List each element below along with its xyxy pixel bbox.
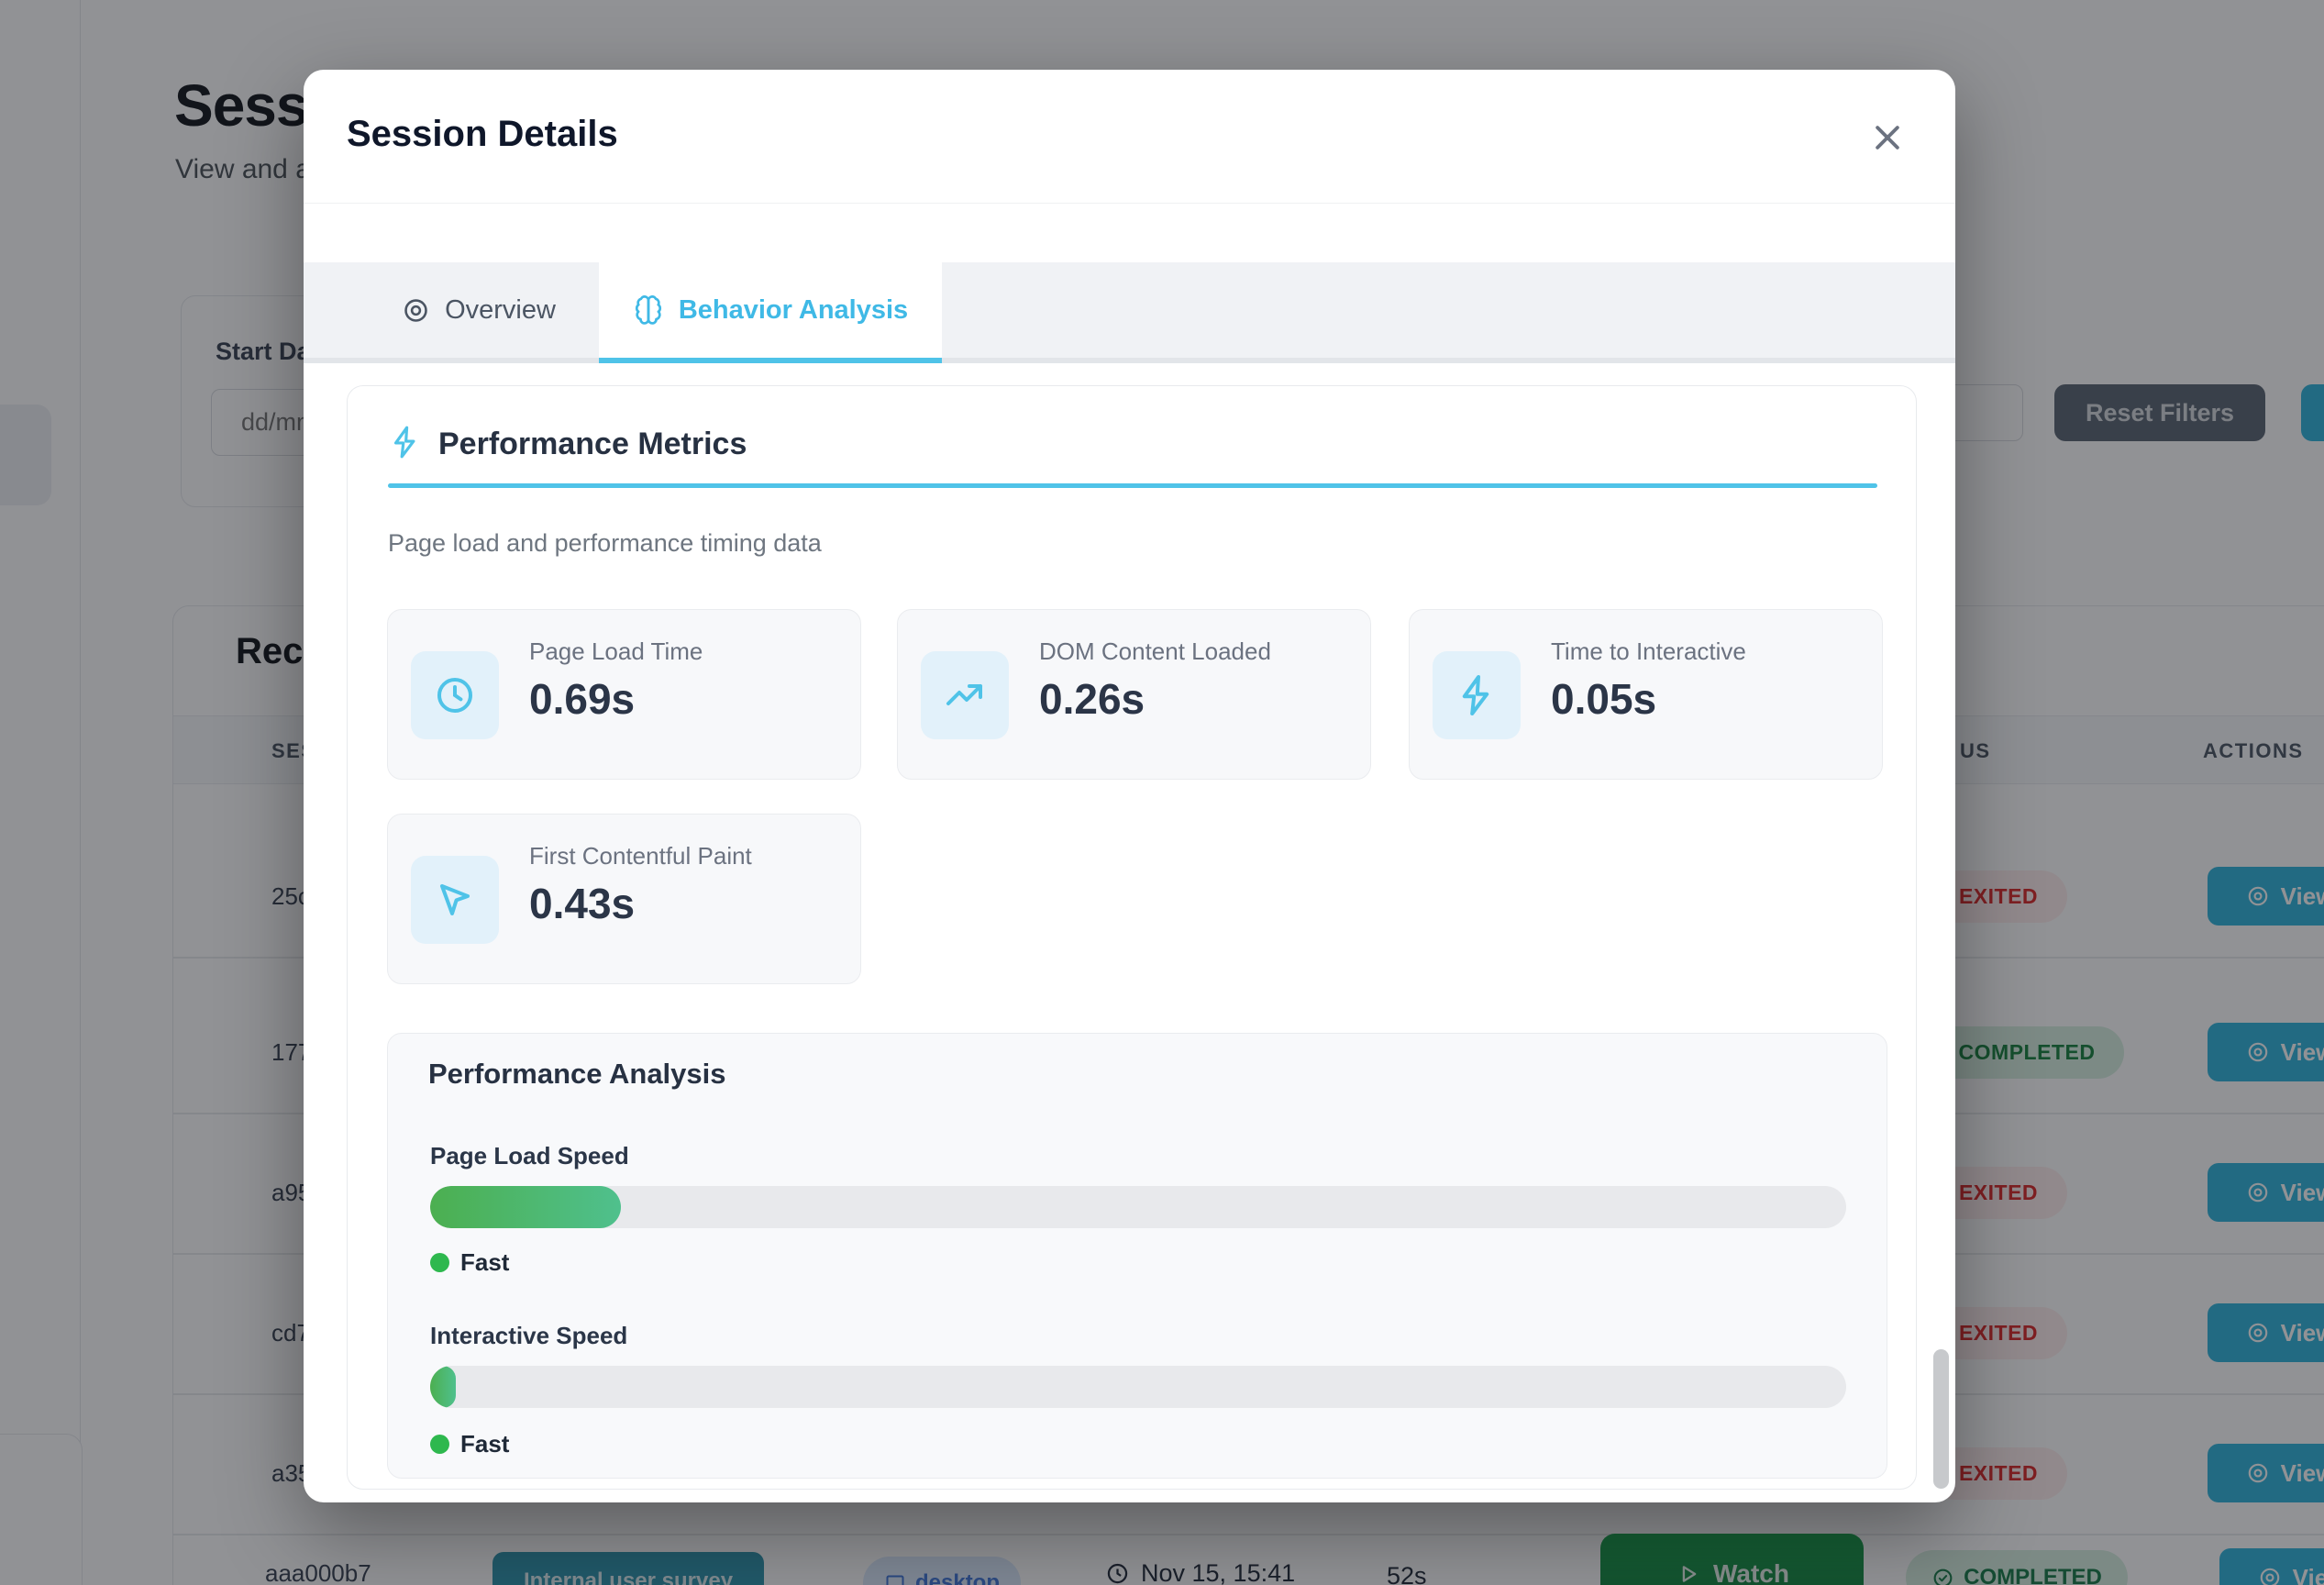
- progress-bar: [430, 1186, 1846, 1228]
- metric-value: 0.69s: [529, 675, 636, 723]
- row-divider: [173, 1534, 2324, 1535]
- session-id: aaa000b7: [265, 1559, 371, 1585]
- brain-icon: [633, 294, 664, 326]
- play-icon: [1675, 1561, 1700, 1585]
- bottom-left-partial-card: [0, 1434, 83, 1585]
- metric-label: Page Load Time: [529, 637, 703, 665]
- apply-filters-button-partial[interactable]: [2301, 384, 2324, 441]
- view-button[interactable]: View: [2208, 867, 2324, 926]
- tab-overview[interactable]: Overview: [370, 262, 588, 358]
- progress-fill: [430, 1186, 622, 1228]
- metric-value: 0.43s: [529, 880, 636, 927]
- cursor-icon: [411, 856, 499, 944]
- view-button[interactable]: View: [2208, 1444, 2324, 1502]
- analysis-title: Performance Analysis: [428, 1058, 726, 1090]
- zap-icon: [388, 425, 423, 460]
- session-id: 25c: [271, 882, 310, 910]
- clock-icon: [411, 651, 499, 739]
- survey-badge: Internal user survey: [492, 1552, 764, 1585]
- session-id: cd7: [271, 1319, 310, 1347]
- performance-analysis-card: Performance Analysis Page Load Speed Fas…: [387, 1033, 1887, 1479]
- page-subtitle: View and a: [175, 154, 311, 184]
- status-badge: COMPLETED: [1930, 1026, 2124, 1079]
- close-icon: [1869, 119, 1909, 156]
- progress-bar: [430, 1366, 1846, 1408]
- eye-icon: [2246, 884, 2270, 908]
- eye-icon: [2246, 1321, 2270, 1345]
- sidebar-partial-button[interactable]: [0, 405, 51, 505]
- speed-rating: Fast: [430, 1430, 509, 1458]
- zap-icon: [1433, 651, 1521, 739]
- modal-title: Session Details: [347, 114, 618, 154]
- reset-filters-button[interactable]: Reset Filters: [2054, 384, 2265, 441]
- view-button[interactable]: View: [2219, 1548, 2324, 1585]
- check-circle-icon: [1931, 1567, 1954, 1585]
- watch-button[interactable]: Watch: [1600, 1534, 1864, 1585]
- metric-label: First Contentful Paint: [529, 842, 752, 870]
- speed-rating: Fast: [430, 1248, 509, 1277]
- eye-icon: [2258, 1566, 2282, 1585]
- view-button[interactable]: View: [2208, 1163, 2324, 1222]
- modal-header: [304, 70, 1955, 204]
- metric-tile: First Contentful Paint 0.43s: [387, 814, 861, 984]
- section-subtitle: Page load and performance timing data: [388, 529, 822, 557]
- trending-up-icon: [921, 651, 1009, 739]
- metric-value: 0.05s: [1551, 675, 1657, 723]
- page-title: Sess: [174, 72, 308, 139]
- green-dot-icon: [430, 1435, 449, 1454]
- eye-icon: [2246, 1461, 2270, 1485]
- progress-fill: [430, 1366, 456, 1408]
- eye-icon: [2246, 1040, 2270, 1064]
- close-button[interactable]: [1869, 117, 1909, 158]
- device-badge: desktop: [863, 1557, 1021, 1585]
- status-badge: COMPLETED: [1906, 1550, 2128, 1585]
- bar-label: Page Load Speed: [430, 1142, 629, 1169]
- session-details-modal: Session Details Overview Behavior Analys…: [304, 70, 1955, 1502]
- eye-icon: [402, 296, 430, 325]
- metric-tile: Page Load Time 0.69s: [387, 609, 861, 780]
- metric-value: 0.26s: [1039, 675, 1145, 723]
- start-date-label: Start Da: [216, 338, 311, 365]
- section-title: Performance Metrics: [438, 427, 747, 461]
- performance-metrics-card: Performance Metrics Page load and perfor…: [347, 385, 1917, 1490]
- bar-label: Interactive Speed: [430, 1322, 628, 1349]
- modal-scrollbar-thumb[interactable]: [1933, 1349, 1949, 1489]
- metric-label: DOM Content Loaded: [1039, 637, 1271, 665]
- monitor-icon: [884, 1572, 906, 1585]
- session-duration: 52s: [1387, 1562, 1427, 1585]
- column-status: US: [1960, 739, 1991, 762]
- view-button[interactable]: View: [2208, 1303, 2324, 1362]
- metric-label: Time to Interactive: [1551, 637, 1746, 665]
- tab-bar: [304, 262, 1955, 363]
- metric-tile: DOM Content Loaded 0.26s: [897, 609, 1371, 780]
- eye-icon: [2246, 1180, 2270, 1204]
- section-divider: [388, 483, 1877, 488]
- active-tab-underline: [599, 358, 942, 363]
- green-dot-icon: [430, 1253, 449, 1272]
- column-actions: ACTIONS: [2203, 739, 2304, 762]
- view-button[interactable]: View: [2208, 1023, 2324, 1081]
- metric-tile: Time to Interactive 0.05s: [1409, 609, 1883, 780]
- left-sidebar: [0, 0, 81, 1585]
- recent-sessions-title: Rec: [236, 631, 304, 671]
- session-timestamp: Nov 15, 15:41: [1105, 1559, 1295, 1585]
- tab-behavior-analysis[interactable]: Behavior Analysis: [599, 262, 942, 358]
- clock-icon: [1105, 1561, 1130, 1585]
